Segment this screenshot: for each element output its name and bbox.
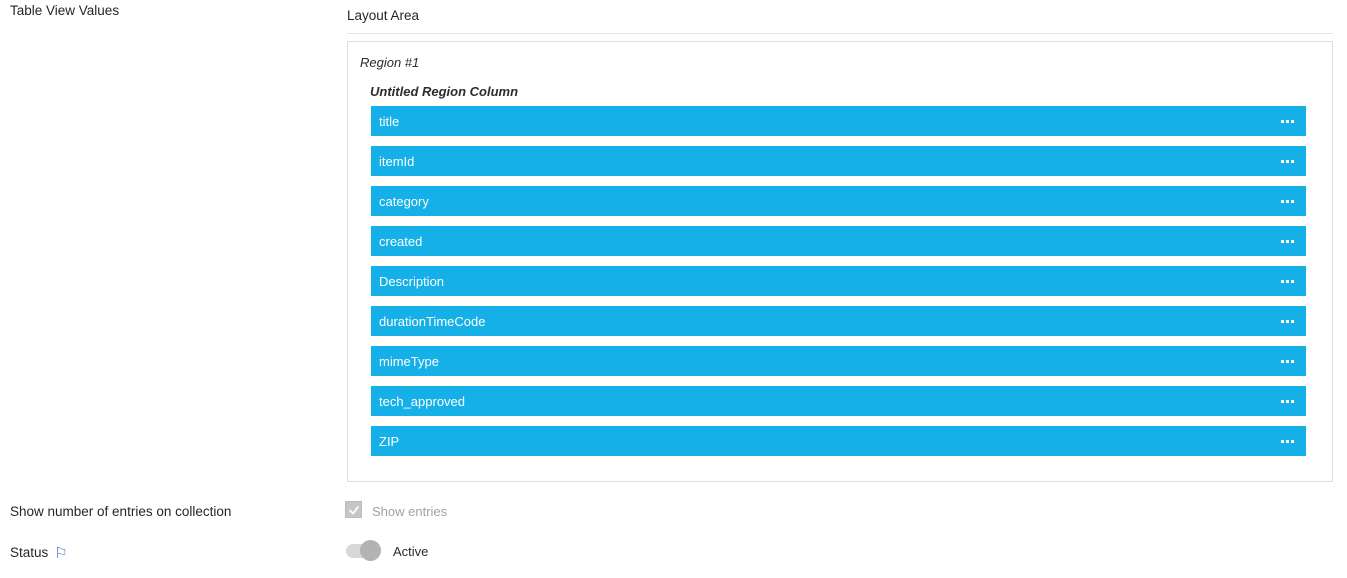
field-bar[interactable]: durationTimeCode [371, 306, 1306, 336]
field-bar[interactable]: itemId [371, 146, 1306, 176]
show-number-entries-label: Show number of entries on collection [10, 504, 232, 519]
field-bar-label: created [379, 233, 423, 249]
drag-handle-icon[interactable] [1281, 239, 1294, 243]
field-list: title itemId category created Description dur… [371, 106, 1306, 466]
status-label-text: Status [10, 545, 49, 560]
field-bar[interactable]: Description [371, 266, 1306, 296]
field-bar-label: mimeType [379, 353, 439, 369]
drag-handle-icon[interactable] [1281, 119, 1294, 123]
drag-handle-icon[interactable] [1281, 359, 1294, 363]
field-bar-label: category [379, 193, 429, 209]
toggle-knob[interactable] [360, 540, 381, 561]
layout-area-title: Layout Area [347, 8, 420, 23]
field-bar[interactable]: title [371, 106, 1306, 136]
status-toggle-label: Active [393, 544, 429, 559]
status-label: Status ⚐ [10, 545, 68, 562]
field-bar[interactable]: ZIP [371, 426, 1306, 456]
drag-handle-icon[interactable] [1281, 279, 1294, 283]
table-view-values-label: Table View Values [10, 3, 120, 18]
layout-area-divider [347, 33, 1333, 34]
field-bar-label: ZIP [379, 433, 400, 449]
field-bar-label: Description [379, 273, 445, 289]
show-entries-checkbox[interactable] [345, 501, 362, 518]
drag-handle-icon[interactable] [1281, 399, 1294, 403]
checkmark-icon [348, 505, 359, 514]
region-column-title: Untitled Region Column [370, 84, 519, 99]
field-bar-label: tech_approved [379, 393, 466, 409]
field-bar-label: itemId [379, 153, 415, 169]
field-bar[interactable]: mimeType [371, 346, 1306, 376]
field-bar[interactable]: category [371, 186, 1306, 216]
flag-icon: ⚐ [54, 545, 68, 562]
region-box: Region #1 Untitled Region Column title it… [347, 41, 1333, 482]
show-entries-checkbox-label: Show entries [372, 504, 448, 519]
field-bar-label: durationTimeCode [379, 313, 486, 329]
region-title: Region #1 [360, 55, 420, 70]
status-toggle[interactable] [346, 540, 381, 561]
field-bar[interactable]: created [371, 226, 1306, 256]
drag-handle-icon[interactable] [1281, 159, 1294, 163]
drag-handle-icon[interactable] [1281, 439, 1294, 443]
field-bar[interactable]: tech_approved [371, 386, 1306, 416]
drag-handle-icon[interactable] [1281, 199, 1294, 203]
field-bar-label: title [379, 113, 400, 129]
drag-handle-icon[interactable] [1281, 319, 1294, 323]
